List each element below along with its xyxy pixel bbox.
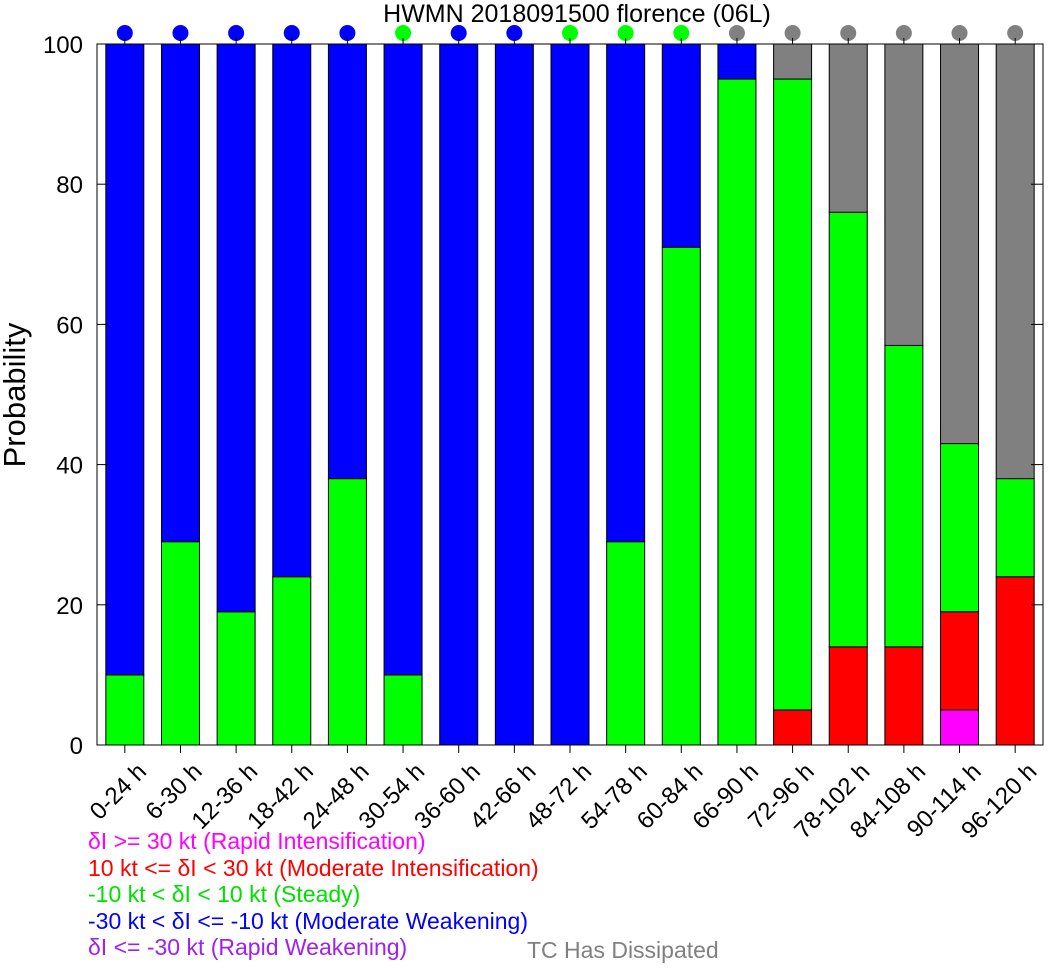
- top-marker-group: [116, 25, 1024, 41]
- bar-st-9: [606, 541, 646, 746]
- chart-title: HWMN 2018091500 florence (06L): [383, 0, 771, 28]
- legend-moderate-weakening: -30 kt < δI <= -10 kt (Moderate Weakenin…: [88, 907, 529, 934]
- y-tick-label-100: 100: [43, 32, 83, 59]
- top-marker-7: [506, 25, 523, 41]
- bar-st-0: [105, 674, 145, 746]
- legend-moderate-intensification: 10 kt <= δI < 30 kt (Moderate Intensific…: [88, 854, 539, 881]
- bar-st-12: [773, 78, 813, 711]
- bar-mi-15: [940, 611, 980, 711]
- legend-dissipated: TC Has Dissipated: [527, 937, 719, 963]
- top-marker-10: [673, 25, 690, 41]
- bar-mw-1: [160, 43, 200, 543]
- top-marker-16: [1007, 25, 1024, 41]
- bar-mw-0: [105, 43, 145, 676]
- top-marker-3: [283, 25, 300, 41]
- y-tick-label-20: 20: [56, 593, 83, 620]
- bar-mi-16: [995, 576, 1035, 746]
- legend-rapid-weakening: δI <= -30 kt (Rapid Weakening): [88, 934, 408, 960]
- bar-mi-13: [828, 646, 868, 746]
- bar-diss-15: [940, 43, 980, 445]
- bar-mw-7: [494, 43, 534, 746]
- legend-rapid-intensification: δI >= 30 kt (Rapid Intensification): [88, 828, 426, 854]
- top-marker-12: [784, 25, 801, 41]
- top-marker-2: [228, 25, 245, 41]
- bar-ri-15: [940, 709, 980, 746]
- bar-diss-13: [828, 43, 868, 213]
- top-marker-13: [840, 25, 857, 41]
- bar-st-14: [884, 344, 924, 648]
- top-marker-8: [562, 25, 578, 41]
- bar-st-16: [995, 478, 1035, 578]
- top-marker-14: [895, 25, 912, 41]
- bar-mw-5: [383, 43, 423, 676]
- y-axis-label: Probability: [0, 322, 32, 467]
- bar-mw-2: [216, 43, 256, 613]
- bar-mw-8: [550, 43, 590, 746]
- bar-group: [105, 43, 1035, 746]
- bar-st-10: [661, 246, 701, 746]
- bar-mw-6: [439, 43, 479, 746]
- bar-diss-16: [995, 43, 1035, 480]
- top-marker-4: [339, 25, 356, 41]
- y-tick-label-40: 40: [56, 453, 83, 480]
- legend: δI >= 30 kt (Rapid Intensification) 10 k…: [88, 828, 539, 961]
- legend-steady: -10 kt < δI < 10 kt (Steady): [88, 881, 361, 907]
- bar-st-15: [940, 443, 980, 613]
- bar-diss-12: [773, 43, 813, 80]
- bar-st-13: [828, 211, 868, 648]
- bar-mw-11: [717, 43, 757, 80]
- bar-st-4: [327, 478, 367, 746]
- bar-st-5: [383, 674, 423, 746]
- top-marker-9: [617, 25, 634, 41]
- y-tick-label-0: 0: [70, 733, 83, 760]
- bar-mw-10: [661, 43, 701, 248]
- bar-mw-3: [272, 43, 312, 578]
- top-marker-15: [951, 25, 968, 41]
- bar-st-11: [717, 78, 757, 746]
- bar-st-2: [216, 611, 256, 746]
- top-marker-6: [450, 25, 467, 41]
- top-marker-11: [728, 25, 745, 41]
- y-tick-label-80: 80: [56, 172, 83, 199]
- top-marker-1: [172, 25, 189, 41]
- x-tick-label-0: 0-24 h: [85, 758, 152, 825]
- top-marker-5: [395, 25, 412, 41]
- top-marker-0: [116, 25, 133, 41]
- y-tick-label-60: 60: [56, 312, 83, 339]
- bar-mi-14: [884, 646, 924, 746]
- bar-st-1: [160, 541, 200, 746]
- bar-diss-14: [884, 43, 924, 346]
- bar-st-3: [272, 576, 312, 746]
- bar-mi-12: [773, 709, 813, 746]
- bar-mw-4: [327, 43, 367, 480]
- bar-mw-9: [606, 43, 646, 543]
